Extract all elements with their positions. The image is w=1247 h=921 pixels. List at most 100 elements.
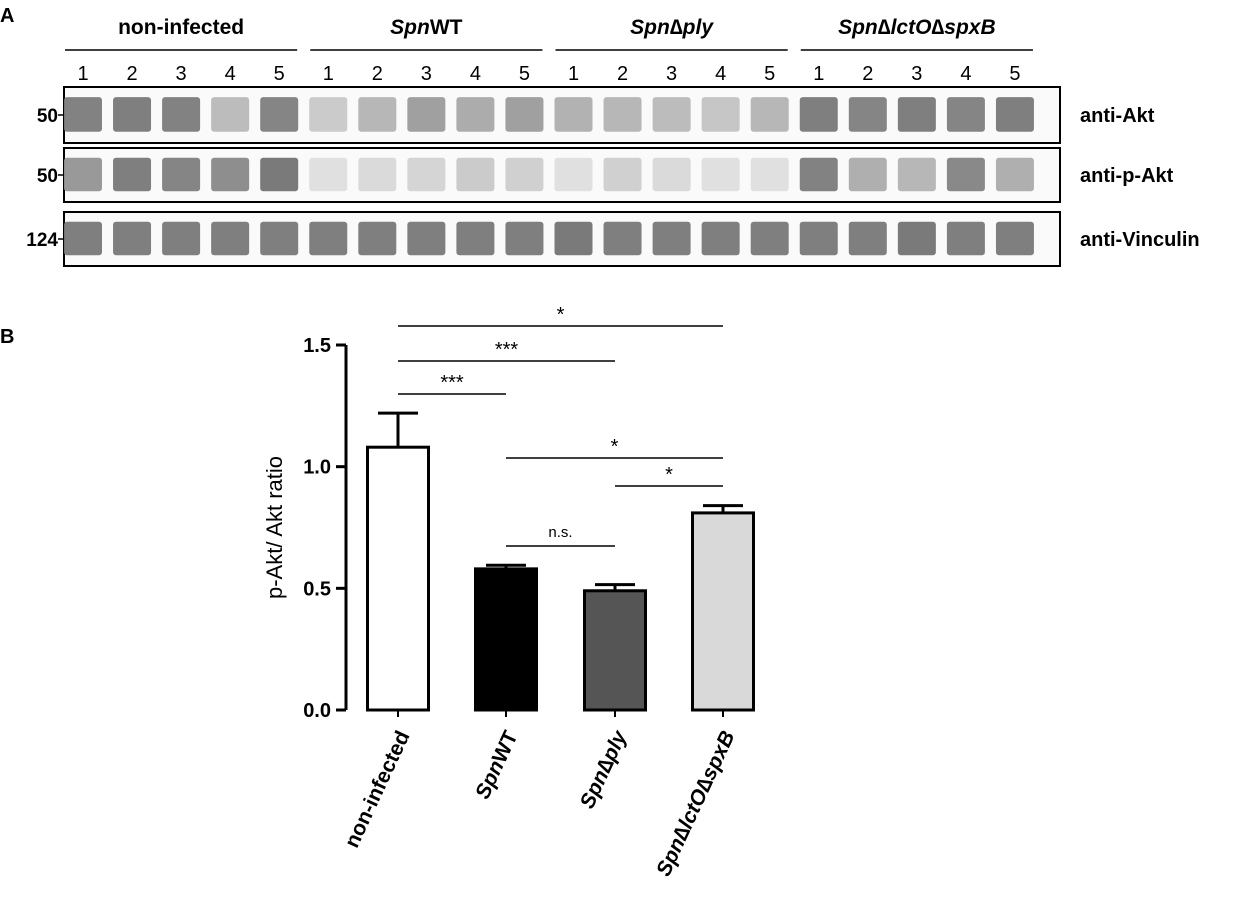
molecular-weight-label: 50 <box>37 166 58 187</box>
y-axis-label: p-Akt/ Akt ratio <box>262 456 287 599</box>
group-header: SpnWT <box>390 16 462 39</box>
blot-band <box>309 157 348 192</box>
blot-band <box>260 97 299 132</box>
blot-band <box>848 97 887 132</box>
x-category-label: Spn∆ply <box>576 726 632 812</box>
blot-band <box>848 157 887 192</box>
group-header: Spn∆ply <box>630 16 714 39</box>
antibody-label: anti-Akt <box>1080 105 1155 127</box>
significance-label: * <box>665 464 673 486</box>
bar-chart: 0.0 0.5 1.0 1.5 p-Akt/ Akt ratio non-infected… <box>262 304 755 880</box>
blot-band <box>64 157 102 192</box>
blot-band <box>946 157 985 192</box>
blot-band <box>848 221 887 256</box>
lane-number: 4 <box>960 63 971 85</box>
lane-number: 3 <box>176 63 187 85</box>
molecular-weight-label: 124 <box>26 230 58 251</box>
group-header: Spn∆lctO∆spxB <box>838 16 996 39</box>
blot-band <box>407 221 446 256</box>
molecular-weight-label: 50 <box>37 106 58 127</box>
blot-band <box>260 221 299 256</box>
blot-band <box>603 157 642 192</box>
blot-band <box>554 97 593 132</box>
lane-number: 2 <box>862 63 873 85</box>
blot-band <box>407 157 446 192</box>
lane-number: 1 <box>77 63 88 85</box>
blot-band <box>701 97 740 132</box>
bar <box>474 567 538 712</box>
lane-number: 3 <box>421 63 432 85</box>
significance-label: n.s. <box>548 524 572 541</box>
blot-band <box>652 97 691 132</box>
lane-number: 1 <box>568 63 579 85</box>
blot-band <box>64 97 102 132</box>
blot-band <box>946 221 985 256</box>
lane-number: 4 <box>715 63 726 85</box>
x-category-label-italic: Spn∆ply <box>576 726 632 812</box>
blot-band <box>701 157 740 192</box>
y-tick-label: 0.0 <box>303 700 331 722</box>
group-header-italic: Spn∆lctO∆spxB <box>838 16 996 39</box>
lane-number: 1 <box>813 63 824 85</box>
blot-band <box>358 157 397 192</box>
blot-band <box>750 157 789 192</box>
group-header-rest: non-infected <box>118 16 244 39</box>
lane-number: 1 <box>323 63 334 85</box>
bar <box>691 511 755 712</box>
y-tick-label: 0.5 <box>303 578 331 600</box>
lane-number: 5 <box>519 63 530 85</box>
blot-band <box>701 221 740 256</box>
significance-label: *** <box>440 372 464 394</box>
blot-band <box>162 221 201 256</box>
lane-number: 4 <box>470 63 481 85</box>
x-category-label-rest: non-infected <box>340 727 414 851</box>
bar <box>366 445 430 712</box>
antibody-label: anti-Vinculin <box>1080 229 1200 251</box>
blot-band <box>995 221 1034 256</box>
blot-band <box>750 97 789 132</box>
blot-band <box>603 97 642 132</box>
group-header: non-infected <box>118 16 244 39</box>
blot-band <box>897 221 936 256</box>
blot-band <box>554 221 593 256</box>
blot-band <box>799 157 838 192</box>
lane-number: 4 <box>225 63 236 85</box>
lane-number: 5 <box>1009 63 1020 85</box>
x-category-label: non-infected <box>340 727 414 851</box>
x-category-label-italic: Spn∆lctO∆spxB <box>652 727 739 880</box>
blot-band <box>897 157 936 192</box>
y-tick-label: 1.0 <box>303 457 331 479</box>
blot-band <box>358 97 397 132</box>
panel-b-letter: B <box>0 326 14 348</box>
bar <box>583 589 647 712</box>
lane-number: 2 <box>372 63 383 85</box>
blot-band <box>652 221 691 256</box>
blot-band <box>456 221 495 256</box>
lane-number: 2 <box>126 63 137 85</box>
blot-band <box>113 97 152 132</box>
lane-number: 3 <box>666 63 677 85</box>
blot-band <box>505 221 544 256</box>
blot-band <box>64 221 102 256</box>
group-header-italic: Spn <box>390 16 430 39</box>
blot-band <box>407 97 446 132</box>
x-category-label: SpnWT <box>471 727 522 802</box>
lane-number: 3 <box>911 63 922 85</box>
antibody-label: anti-p-Akt <box>1080 165 1174 187</box>
western-blot-panel: non-infected 1 2 3 4 5 SpnWT 1 2 3 4 5 Spn∆ply 1 2 3 4 5 S… <box>26 16 1200 267</box>
lane-number: 5 <box>274 63 285 85</box>
blot-band <box>505 97 544 132</box>
blot-band <box>211 157 250 192</box>
blot-band <box>897 97 936 132</box>
panel-a-letter: A <box>0 5 14 27</box>
blot-band <box>113 221 152 256</box>
blot-band <box>358 221 397 256</box>
group-header-rest: WT <box>430 16 463 39</box>
blot-band <box>750 221 789 256</box>
blot-band <box>456 97 495 132</box>
blot-band <box>211 97 250 132</box>
x-category-label: Spn∆lctO∆spxB <box>652 727 739 880</box>
significance-label: * <box>611 436 619 458</box>
lane-number: 2 <box>617 63 628 85</box>
